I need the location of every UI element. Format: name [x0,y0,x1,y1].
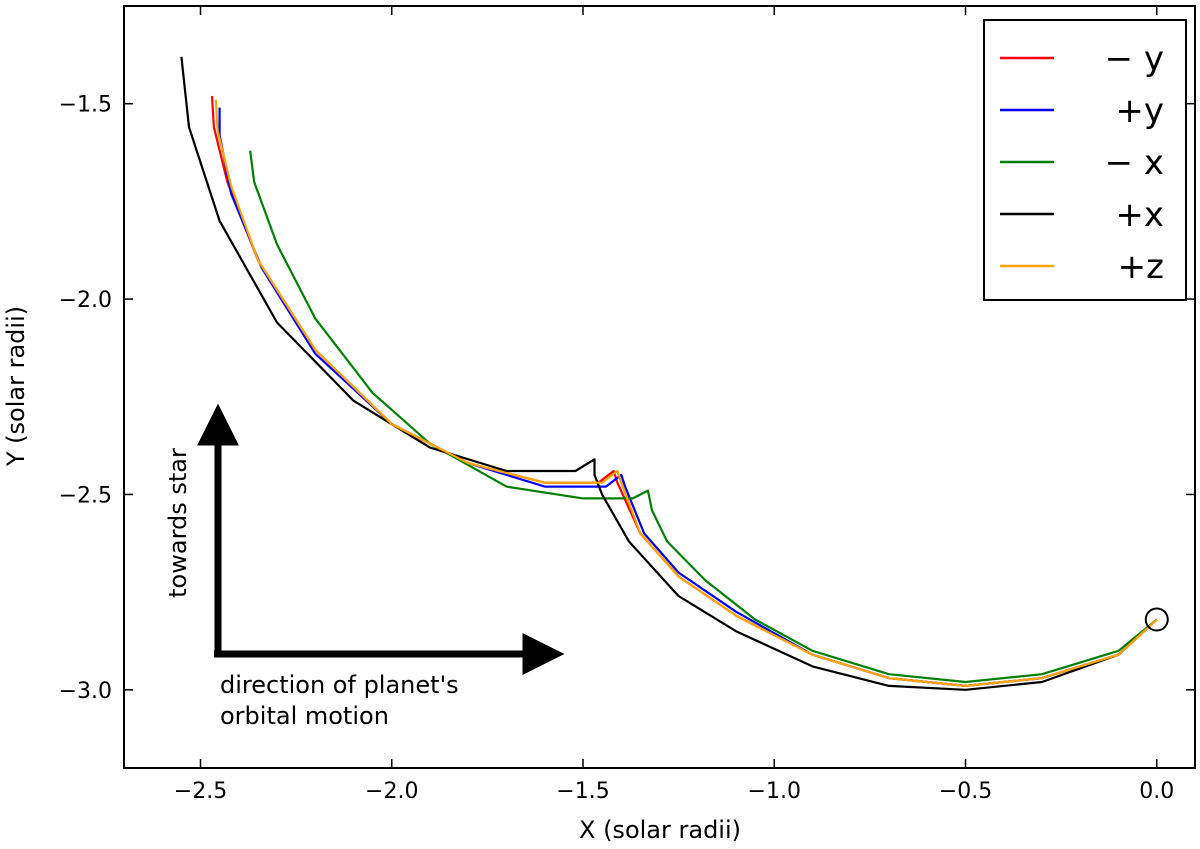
legend-label-2: − x [1105,143,1164,183]
y-tick-label-3: −3.0 [59,679,112,704]
y-tick-label-2: −2.5 [59,483,112,508]
planet-marker [1144,607,1169,632]
orbital-motion-label-line2: orbital motion [220,702,389,730]
ticks-layer: −2.5 −2.0 −1.5 −1.0 −0.5 0.0 −1.5 −2.0 −2.5 −3.0 [59,6,1195,804]
annotation-arrows: towards star direction of planet's orbit… [164,403,565,730]
towards-star-label: towards star [164,448,192,598]
x-tick-label-4: −0.5 [939,779,992,804]
x-tick-label-3: −1.0 [748,779,801,804]
y-tick-label-0: −1.5 [59,93,112,118]
series-line-4 [214,99,1158,687]
legend-label-3: +x [1115,195,1164,235]
x-tick-label-2: −1.5 [556,779,609,804]
legend-label-4: +z [1118,247,1164,287]
series-line-3 [180,56,1158,691]
legend-label-0: − y [1105,39,1164,79]
y-tick-label-1: −2.0 [59,288,112,313]
legend-label-1: +y [1115,91,1164,131]
x-tick-label-5: 0.0 [1139,779,1174,804]
x-tick-label-1: −2.0 [365,779,418,804]
legend-items: − y +y − x +x +z [1000,39,1164,287]
legend: − y +y − x +x +z [983,19,1187,301]
series-line-2 [249,150,1158,684]
series-layer [180,56,1158,691]
plot-frame [123,5,1196,769]
x-axis-label: X (solar radii) [579,816,741,844]
x-tick-label-0: −2.5 [174,779,227,804]
y-axis-label: Y (solar radii) [2,306,30,467]
orbital-motion-label-line1: direction of planet's [220,671,459,699]
legend-box [983,19,1187,301]
